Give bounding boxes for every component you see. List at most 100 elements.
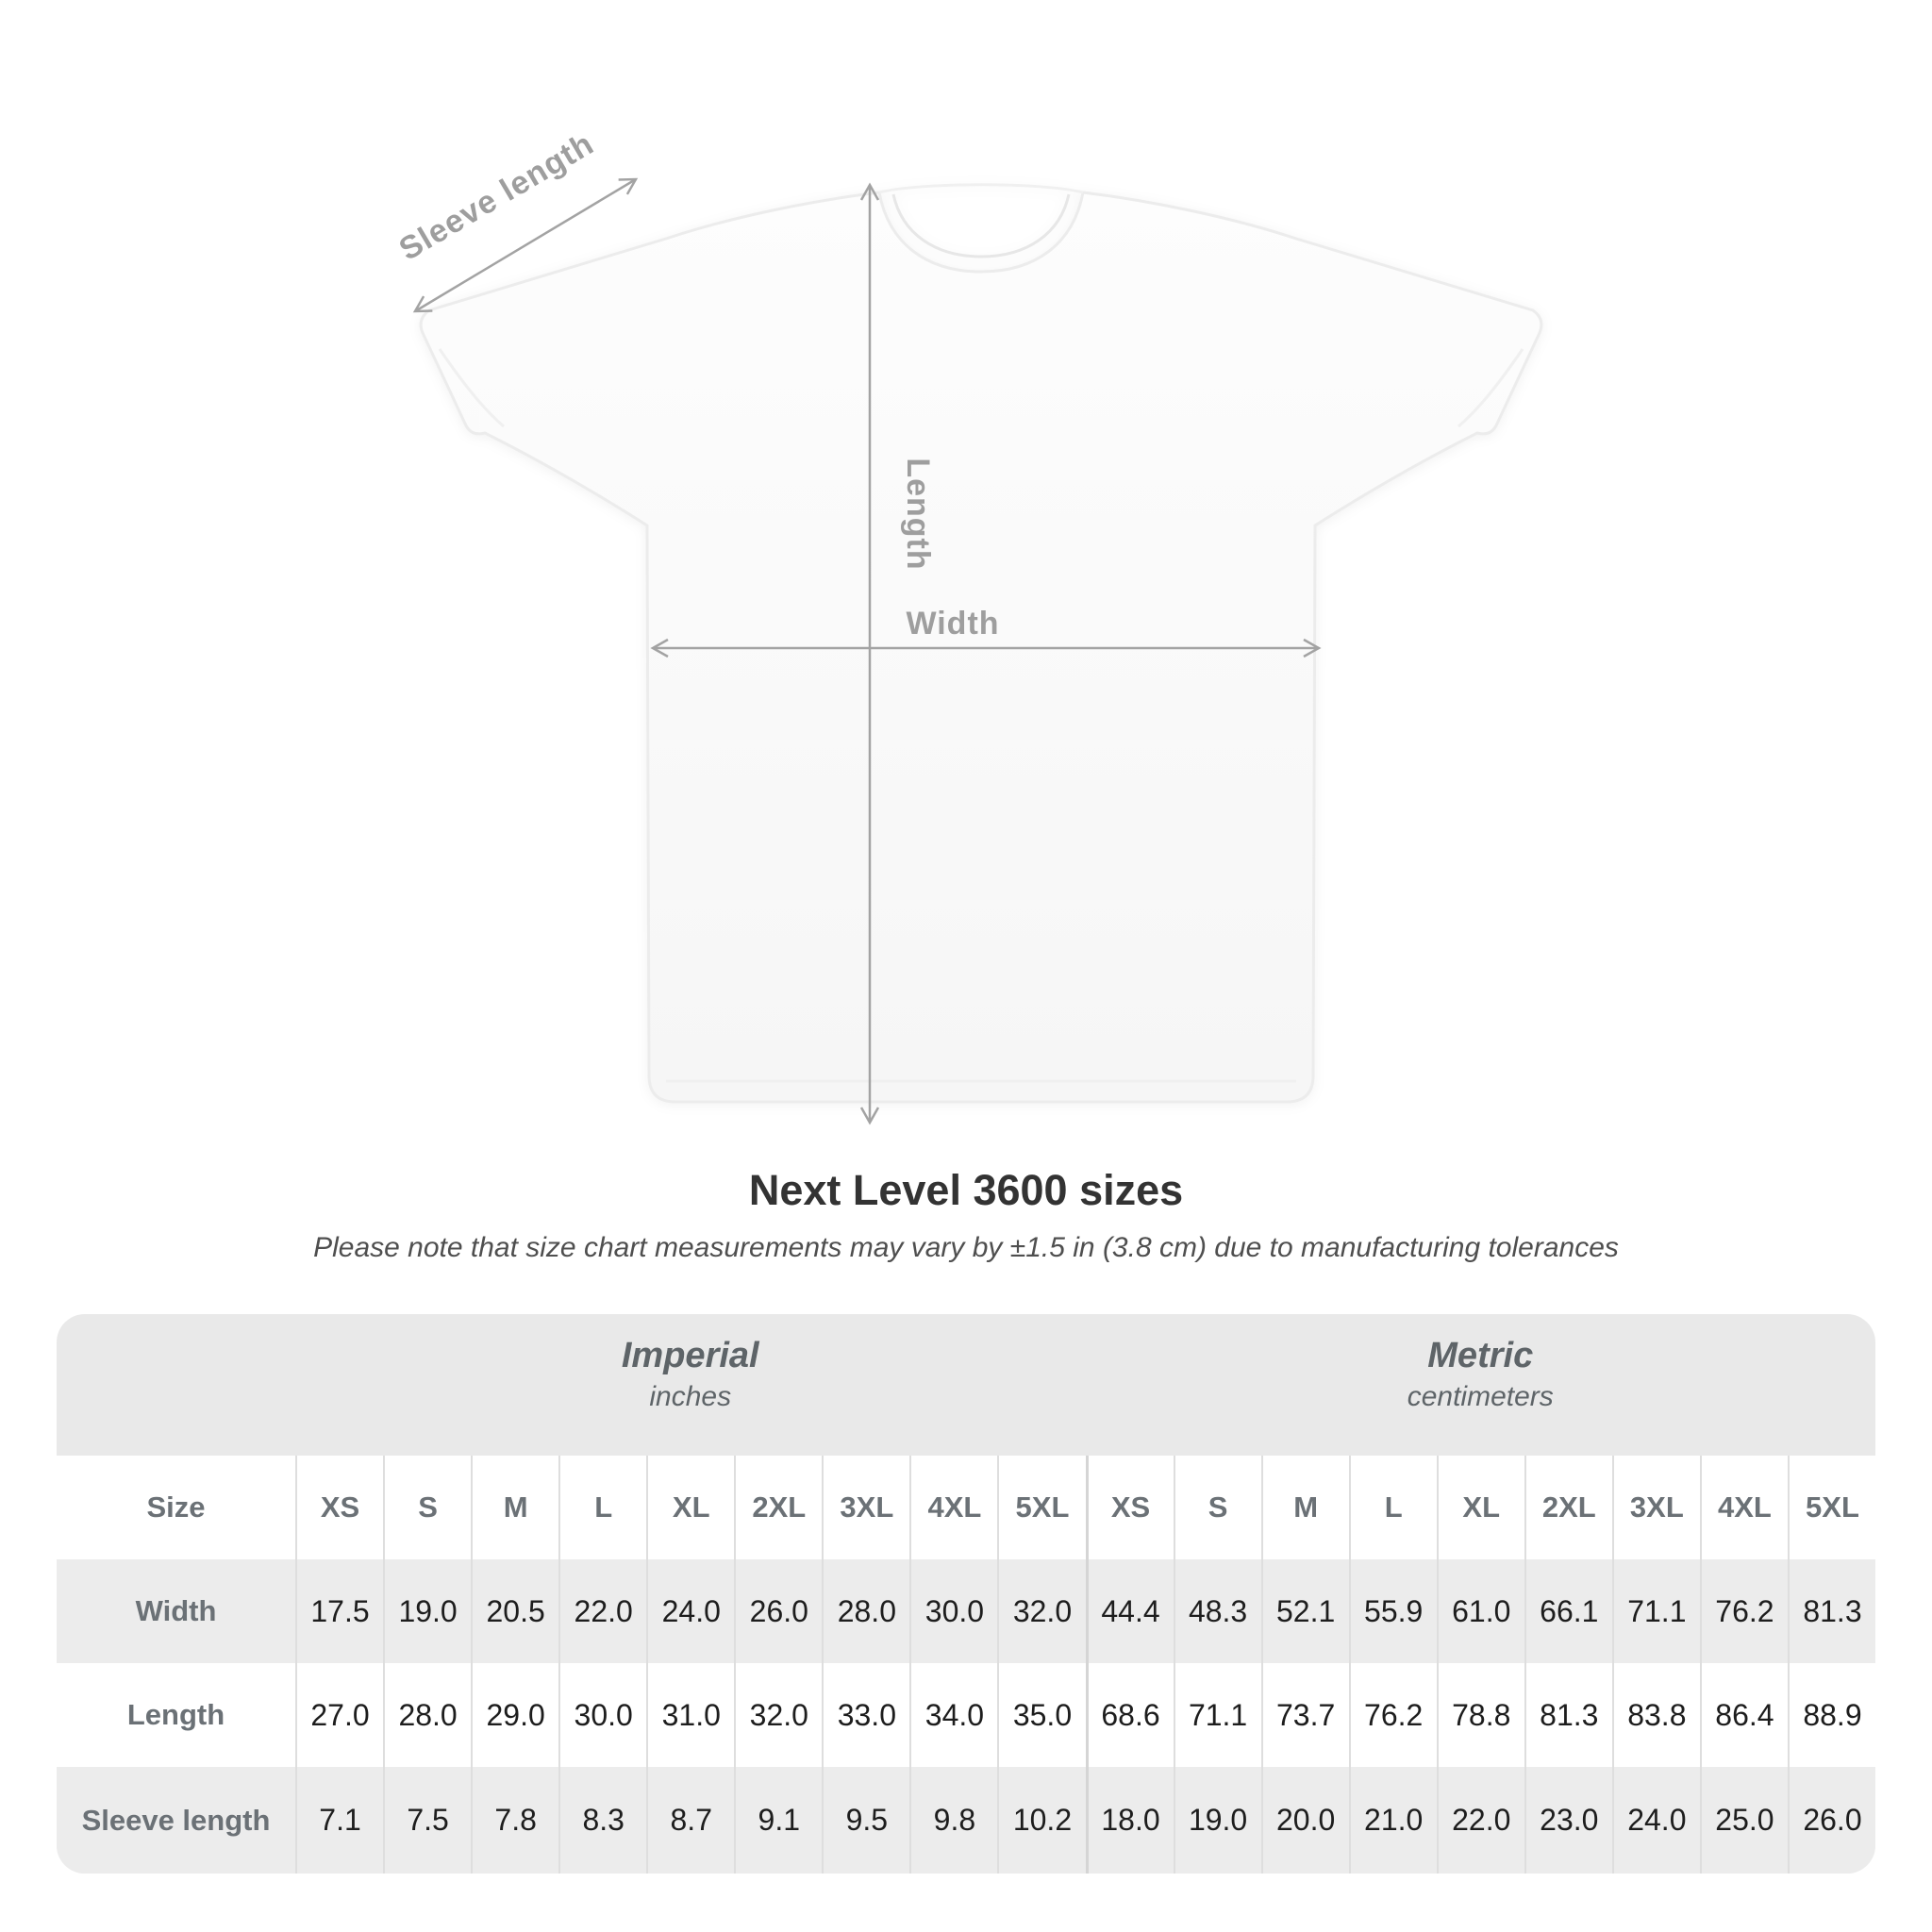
table-cell-metric: 20.0	[1260, 1767, 1349, 1874]
imperial-label: Imperial	[621, 1336, 759, 1375]
size-header-imperial-s: S	[383, 1456, 471, 1559]
table-cell-imperial: 8.7	[646, 1767, 734, 1874]
table-cell-metric: 73.7	[1260, 1663, 1349, 1767]
table-cell-imperial: 30.0	[558, 1663, 646, 1767]
tolerance-note: Please note that size chart measurements…	[313, 1232, 1619, 1263]
table-cell-imperial: 20.5	[471, 1559, 558, 1663]
left-cuff-seam	[438, 348, 505, 428]
size-header-metric-4xl: 4XL	[1699, 1456, 1788, 1559]
table-cell-metric: 68.6	[1085, 1663, 1174, 1767]
table-row-width: Width 17.5 19.0 20.5 22.0 24.0 26.0 28.0 30.0 32…	[57, 1559, 1875, 1663]
table-cell-metric: 88.9	[1787, 1663, 1875, 1767]
table-cell-metric: 22.0	[1436, 1767, 1524, 1874]
table-cell-imperial: 28.0	[822, 1559, 909, 1663]
size-header-imperial-xl: XL	[646, 1456, 734, 1559]
table-cell-imperial: 9.5	[822, 1767, 909, 1874]
size-header-imperial-2xl: 2XL	[734, 1456, 822, 1559]
size-header-metric-s: S	[1173, 1456, 1261, 1559]
table-cell-metric: 48.3	[1173, 1559, 1261, 1663]
table-cell-metric: 52.1	[1260, 1559, 1349, 1663]
size-header-metric-xs: XS	[1085, 1456, 1174, 1559]
table-cell-imperial: 32.0	[997, 1559, 1085, 1663]
sleeve-length-label: Sleeve length	[393, 125, 600, 268]
table-row-length: Length 27.0 28.0 29.0 30.0 31.0 32.0 33.0 34.0 3…	[57, 1663, 1875, 1767]
table-cell-metric: 24.0	[1611, 1767, 1700, 1874]
table-cell-imperial: 7.5	[383, 1767, 471, 1874]
table-cell-imperial: 27.0	[295, 1663, 383, 1767]
row-label-width: Width	[135, 1594, 217, 1627]
table-cell-imperial: 8.3	[558, 1767, 646, 1874]
row-label-sleeve-length: Sleeve length	[81, 1803, 271, 1837]
table-cell-imperial: 7.8	[471, 1767, 558, 1874]
imperial-group-header: Imperial inches	[295, 1314, 1086, 1456]
table-cell-imperial: 35.0	[997, 1663, 1085, 1767]
table-cell-imperial: 34.0	[909, 1663, 997, 1767]
width-label: Width	[906, 606, 999, 641]
collar-band-seam	[891, 193, 1071, 258]
size-column-header: Size	[146, 1491, 206, 1524]
length-label: Length	[900, 458, 936, 570]
table-cell-imperial: 9.8	[909, 1767, 997, 1874]
size-header-imperial-xs: XS	[295, 1456, 383, 1559]
row-label-length: Length	[126, 1698, 225, 1731]
size-header-imperial-4xl: 4XL	[909, 1456, 997, 1559]
table-cell-metric: 25.0	[1699, 1767, 1788, 1874]
imperial-units-label: inches	[649, 1381, 732, 1412]
size-header-metric-xl: XL	[1436, 1456, 1524, 1559]
page-title: Next Level 3600 sizes	[748, 1166, 1184, 1214]
size-header-metric-2xl: 2XL	[1524, 1456, 1612, 1559]
table-cell-imperial: 24.0	[646, 1559, 734, 1663]
collar-top-seam	[878, 183, 1084, 194]
table-cell-imperial: 29.0	[471, 1663, 558, 1767]
table-cell-metric: 81.3	[1524, 1663, 1612, 1767]
size-header-metric-m: M	[1260, 1456, 1349, 1559]
table-cell-metric: 86.4	[1699, 1663, 1788, 1767]
table-row-sleeve-length: Sleeve length 7.1 7.5 7.8 8.3 8.7 9.1 9.5 9.8 10…	[57, 1767, 1875, 1874]
unit-group-header-row: Imperial inches Metric centimeters	[57, 1314, 1875, 1456]
size-header-metric-3xl: 3XL	[1611, 1456, 1700, 1559]
table-cell-imperial: 19.0	[383, 1559, 471, 1663]
table-cell-metric: 18.0	[1085, 1767, 1174, 1874]
table-cell-metric: 23.0	[1524, 1767, 1612, 1874]
table-cell-metric: 71.1	[1173, 1663, 1261, 1767]
table-cell-imperial: 26.0	[734, 1559, 822, 1663]
sleeve-length-arrow	[412, 177, 639, 313]
table-cell-imperial: 32.0	[734, 1663, 822, 1767]
table-cell-imperial: 28.0	[383, 1663, 471, 1767]
size-header-metric-5xl: 5XL	[1787, 1456, 1875, 1559]
table-cell-metric: 61.0	[1436, 1559, 1524, 1663]
table-cell-imperial: 9.1	[734, 1767, 822, 1874]
table-cell-metric: 78.8	[1436, 1663, 1524, 1767]
table-cell-metric: 19.0	[1173, 1767, 1261, 1874]
table-cell-imperial: 31.0	[646, 1663, 734, 1767]
metric-label: Metric	[1427, 1336, 1534, 1375]
table-cell-metric: 55.9	[1348, 1559, 1437, 1663]
table-cell-imperial: 17.5	[295, 1559, 383, 1663]
tshirt-illustration	[419, 183, 1543, 1104]
table-cell-imperial: 30.0	[909, 1559, 997, 1663]
table-cell-metric: 71.1	[1611, 1559, 1700, 1663]
metric-units-label: centimeters	[1407, 1381, 1554, 1412]
table-cell-imperial: 33.0	[822, 1663, 909, 1767]
table-cell-metric: 81.3	[1787, 1559, 1875, 1663]
size-header-imperial-5xl: 5XL	[997, 1456, 1085, 1559]
size-header-metric-l: L	[1348, 1456, 1437, 1559]
size-header-imperial-m: M	[471, 1456, 558, 1559]
table-cell-metric: 66.1	[1524, 1559, 1612, 1663]
table-cell-metric: 76.2	[1699, 1559, 1788, 1663]
right-cuff-seam	[1457, 348, 1524, 428]
table-cell-metric: 44.4	[1085, 1559, 1174, 1663]
table-cell-imperial: 7.1	[295, 1767, 383, 1874]
size-header-imperial-3xl: 3XL	[822, 1456, 909, 1559]
size-header-imperial-l: L	[558, 1456, 646, 1559]
table-cell-metric: 21.0	[1348, 1767, 1437, 1874]
table-cell-imperial: 22.0	[558, 1559, 646, 1663]
group-header-spacer	[57, 1314, 295, 1456]
tshirt-measurement-diagram: Sleeve length Length Width	[393, 125, 1543, 1125]
table-cell-metric: 26.0	[1787, 1767, 1875, 1874]
table-cell-imperial: 10.2	[997, 1767, 1085, 1874]
metric-group-header: Metric centimeters	[1086, 1314, 1876, 1456]
size-table: Imperial inches Metric centimeters Size …	[57, 1314, 1875, 1874]
size-header-row: Size XS S M L XL 2XL 3XL 4XL 5XL XS S M L XL 2XL 3XL 4XL…	[57, 1456, 1875, 1559]
